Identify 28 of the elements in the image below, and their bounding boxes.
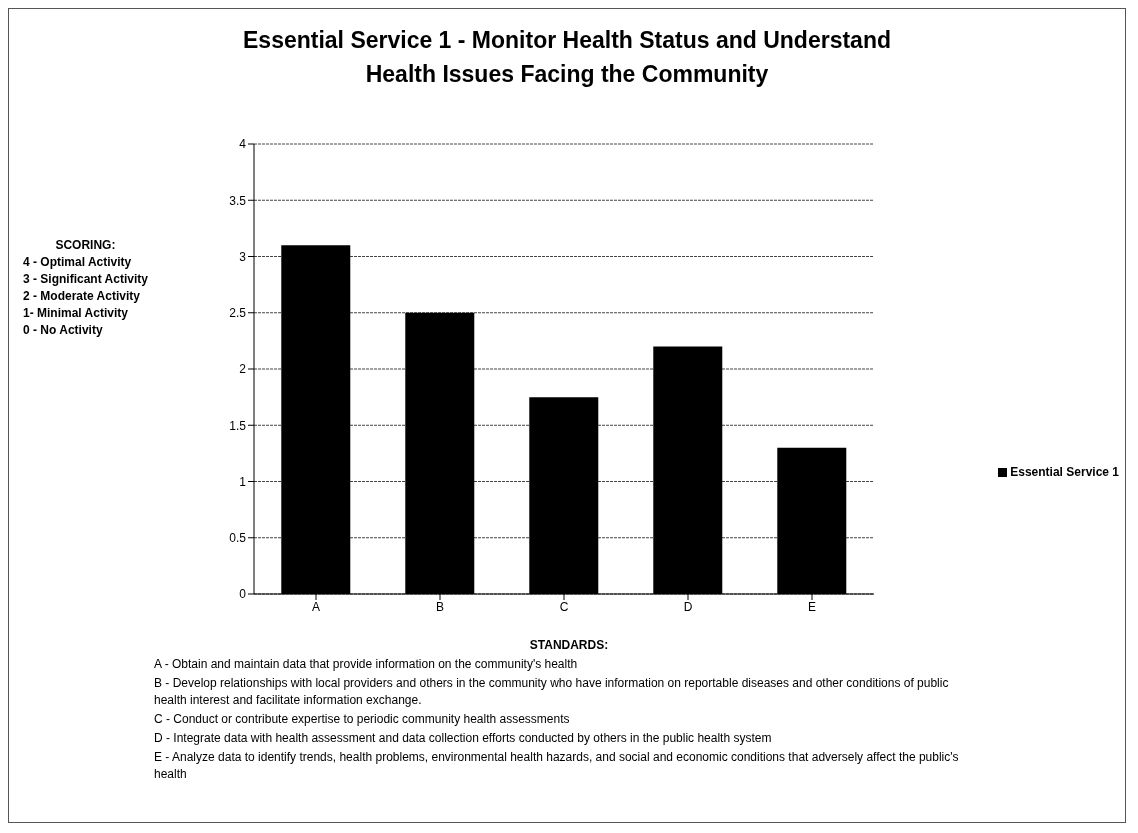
text: B - Develop relationships with local providers and others in the community who have information on reportable diseases and other conditions of public health interest and facilitate information exchange.: [154, 675, 950, 709]
text: 0 - No Activity: [23, 322, 104, 339]
text: 2 - Moderate Activity: [23, 288, 141, 305]
y-tick-label: 0: [239, 587, 247, 602]
x-tick-label: B: [435, 599, 445, 614]
x-tick-label: D: [683, 599, 693, 614]
x-tick-label: E: [807, 599, 817, 614]
text: SCORING:: [54, 237, 117, 254]
text: C - Conduct or contribute expertise to periodic community health assessments: [154, 711, 571, 728]
chart-title: Essential Service 1 - Monitor Health Status and Understand Health Issues Facing the Community: [242, 26, 892, 89]
y-tick-label: 1.5: [229, 418, 247, 433]
y-tick-label: 1: [239, 474, 247, 489]
text: 4 - Optimal Activity: [23, 254, 133, 271]
x-tick-label: C: [559, 599, 569, 614]
y-tick-label: 2.5: [229, 306, 247, 321]
y-tick-label: 2: [239, 362, 247, 377]
x-tick-label: A: [311, 599, 321, 614]
text: E - Analyze data to identify trends, health problems, environmental health hazards, and social and economic conditions that adversely affect the public's health: [154, 749, 960, 783]
text: D - Integrate data with health assessment and data collection efforts conducted by others in the public health system: [154, 730, 773, 747]
legend-label: Essential Service 1: [1010, 465, 1119, 479]
y-tick-label: 3: [239, 249, 247, 264]
y-tick-label: 4: [239, 137, 247, 152]
text: STANDARDS:: [528, 637, 610, 654]
text: A - Obtain and maintain data that provide information on the community's health: [154, 656, 579, 673]
text: 3 - Significant Activity: [23, 271, 148, 288]
y-tick-label: 0.5: [229, 531, 247, 546]
y-tick-label: 3.5: [229, 193, 247, 208]
text: 1- Minimal Activity: [23, 305, 129, 322]
